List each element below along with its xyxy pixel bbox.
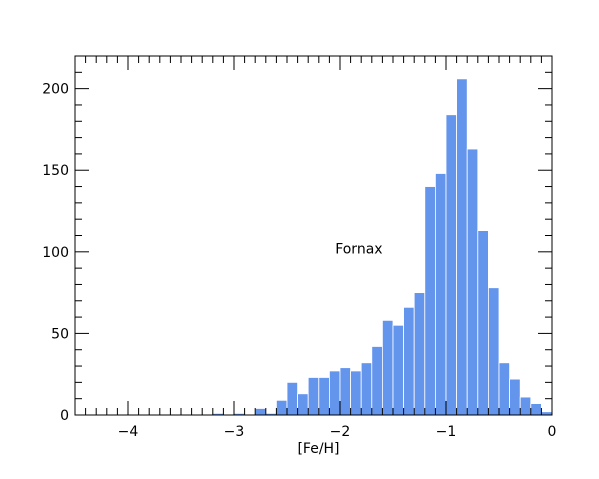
histogram-bar (307, 377, 320, 416)
histogram-bar (498, 362, 510, 416)
annotation-fornax: Fornax (335, 242, 382, 258)
histogram-bar (381, 319, 394, 416)
histogram-bar (466, 148, 479, 416)
x-tick-label: −4 (118, 424, 139, 440)
histogram-bar (413, 292, 426, 416)
ticks-layer (74, 55, 553, 416)
histogram-bar (477, 230, 489, 416)
histogram-bar (360, 362, 373, 416)
tick-labels-layer: −4 −3 −2 −1 0 0 50 100 150 200 (42, 82, 556, 440)
histogram-bar (392, 324, 405, 416)
histogram-bar (519, 396, 532, 416)
x-tick-label: −2 (330, 424, 351, 440)
histogram-bar (339, 367, 352, 416)
histogram-bar (275, 399, 288, 416)
histogram-bar (328, 370, 341, 416)
histogram-bar (424, 186, 436, 416)
histogram-bar (297, 393, 309, 416)
histogram-bar (509, 378, 521, 416)
x-tick-label: −3 (224, 424, 245, 440)
x-tick-label: 0 (548, 424, 557, 440)
histogram-bar (318, 377, 330, 416)
histogram-bar (530, 403, 542, 416)
bars-layer (212, 78, 553, 416)
histogram-bar (254, 408, 267, 416)
histogram-bar (456, 78, 468, 416)
histogram-bar (487, 287, 500, 416)
histogram-bar (445, 114, 458, 416)
y-tick-label: 100 (42, 245, 69, 261)
y-tick-label: 150 (42, 163, 69, 179)
histogram-bar (350, 370, 362, 416)
x-axis-label: [Fe/H] (297, 441, 339, 457)
y-tick-label: 0 (60, 408, 69, 424)
histogram-bar (434, 173, 447, 416)
histogram-bar (286, 381, 299, 416)
y-tick-label: 50 (51, 326, 69, 342)
histogram-bar (371, 346, 383, 416)
x-tick-label: −1 (436, 424, 457, 440)
histogram-bar (403, 306, 415, 416)
y-tick-label: 200 (42, 82, 69, 98)
